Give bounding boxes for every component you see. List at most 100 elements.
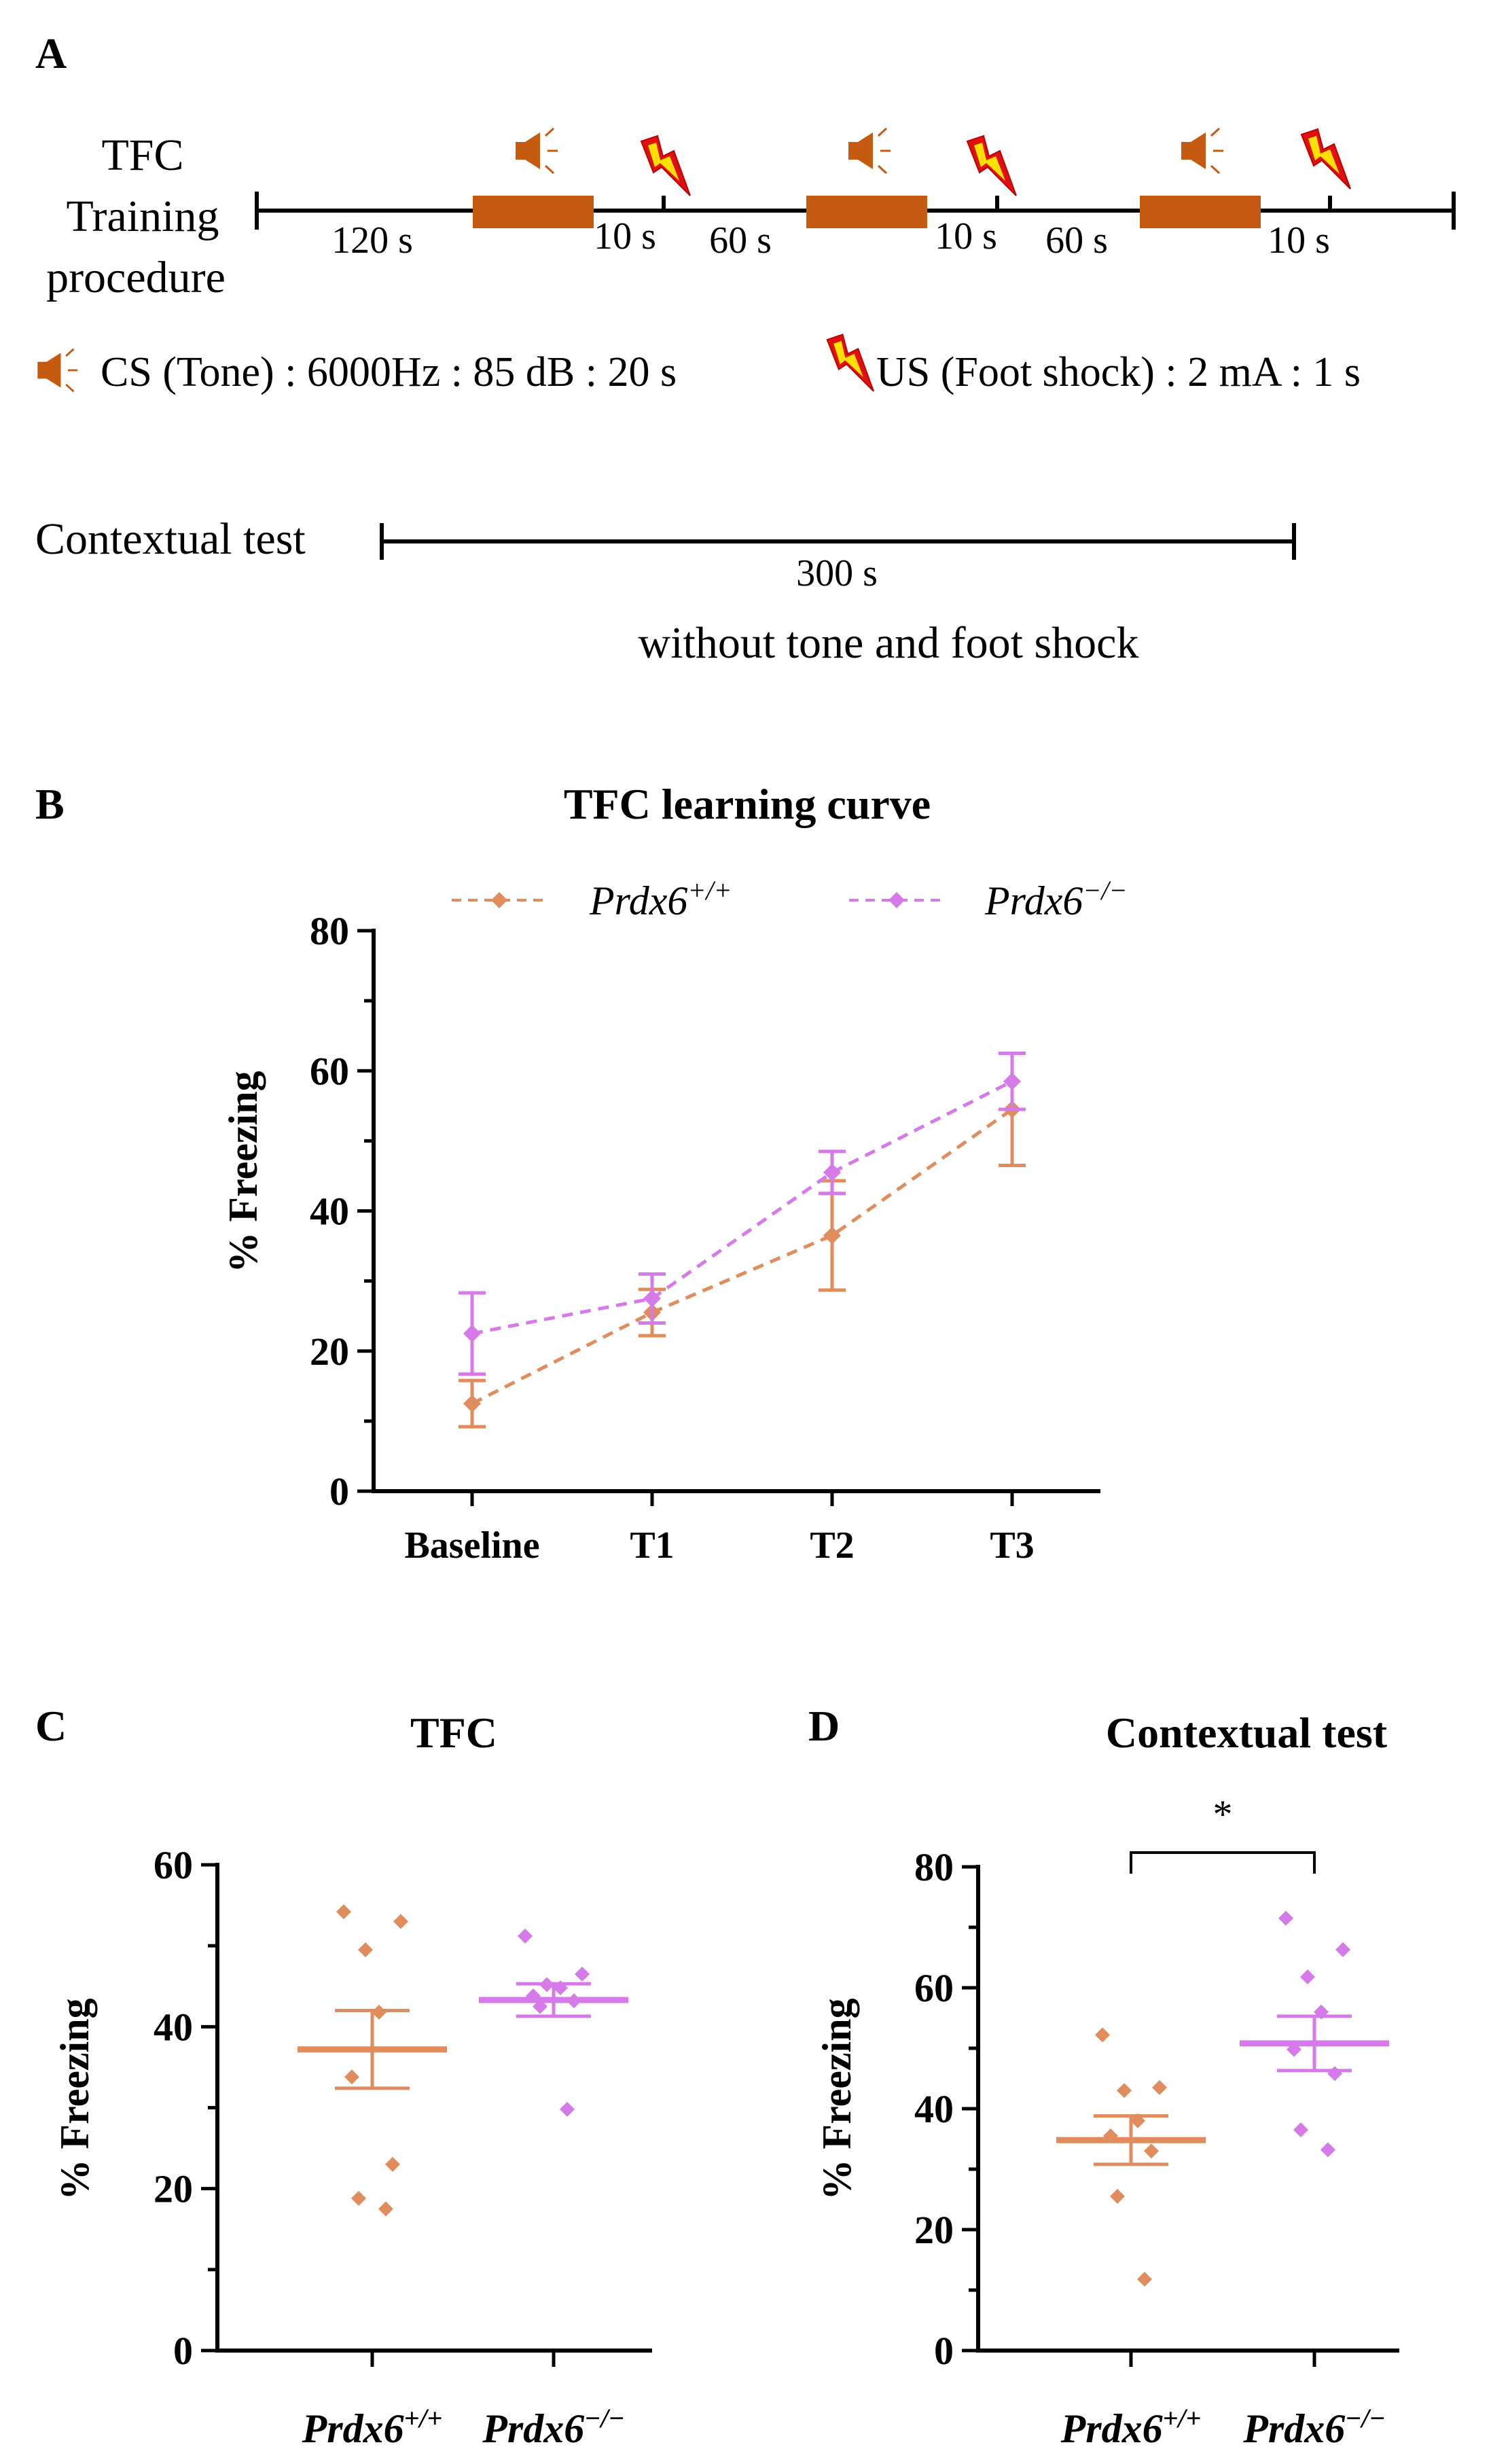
- y-tick-label-b: 40: [310, 1190, 349, 1234]
- y-axis-label-c: % Freezing: [52, 1998, 97, 2200]
- data-point-ko: [1321, 2142, 1335, 2158]
- legend-label-ko-name: Prdx6: [984, 878, 1083, 923]
- x-tick-label-d-ko-sup: −/−: [1345, 2403, 1386, 2433]
- series-line-ko: [471, 1079, 1013, 1336]
- panel-letter-d: D: [808, 1702, 840, 1750]
- x-tick-label-d-wt-sup: +/+: [1163, 2403, 1202, 2433]
- contextual-test-label: Contextual test: [35, 514, 306, 564]
- x-tick-label-d-ko-name: Prdx6: [1242, 2406, 1345, 2451]
- chart-title-b: TFC learning curve: [564, 780, 931, 828]
- data-point-ko: [518, 1928, 533, 1944]
- data-point-wt: [1095, 2027, 1110, 2043]
- data-point-ko: [643, 1289, 661, 1308]
- data-point-ko: [1335, 1942, 1350, 1957]
- y-tick-label-c: 60: [154, 1843, 193, 1887]
- legend-label-ko-sup: −/−: [1083, 875, 1127, 906]
- y-tick-label-c: 0: [173, 2329, 193, 2373]
- x-tick-label-b: Baseline: [404, 1524, 539, 1567]
- data-point-ko: [1003, 1072, 1021, 1090]
- segment-label: 10 s: [935, 215, 997, 257]
- panel-c: C TFC % Freezing Prdx6+/+ Prdx6−/− 02040…: [35, 1702, 652, 2451]
- significance-marker: *: [1213, 1792, 1233, 1836]
- data-point-ko: [560, 2101, 575, 2117]
- data-point-wt: [823, 1226, 841, 1245]
- segment-label: 60 s: [1045, 219, 1108, 262]
- lightning-bolt-icon: [826, 334, 875, 392]
- legend-marker-ko: [888, 892, 905, 908]
- segment-label: 10 s: [594, 215, 656, 257]
- tone-block-1: [473, 196, 594, 228]
- plot-area-d: 0 20 40 60 80 *: [914, 1792, 1399, 2373]
- x-tick-label-d-wt-name: Prdx6: [1060, 2406, 1163, 2451]
- segment-label: 10 s: [1268, 219, 1330, 262]
- procedure-label-line1: TFC: [101, 130, 183, 180]
- data-point-wt: [344, 2069, 359, 2085]
- data-point-wt: [1117, 2083, 1132, 2099]
- y-tick-label-b: 0: [329, 1469, 349, 1514]
- legend-label-wt-sup: +/+: [687, 875, 732, 906]
- plot-area-c: 0 20 40 60: [154, 1843, 652, 2373]
- x-tick-label-c-wt: Prdx6+/+: [302, 2403, 443, 2451]
- legend-us-text: US (Foot shock) : 2 mA : 1 s: [876, 349, 1361, 395]
- plot-area-b: 0 20 40 60 80 Baseline T1 T2 T3: [310, 909, 1100, 1567]
- legend-label-wt-name: Prdx6: [589, 878, 687, 923]
- legend-label-wt: Prdx6+/+: [589, 875, 732, 923]
- x-tick-label-b: T3: [990, 1524, 1034, 1567]
- y-axis-label-d: % Freezing: [814, 1998, 859, 2200]
- chart-title-c: TFC: [410, 1709, 497, 1757]
- y-tick-label-d: 40: [914, 2087, 954, 2131]
- tone-block-2: [806, 196, 927, 228]
- panel-letter-b: B: [35, 780, 65, 828]
- y-tick-label-b: 80: [310, 909, 349, 953]
- data-point-ko: [1278, 1910, 1293, 1926]
- x-tick-label-c-wt-name: Prdx6: [302, 2406, 404, 2451]
- y-tick-label-d: 0: [934, 2329, 954, 2373]
- x-tick-label-d-wt: Prdx6+/+: [1060, 2403, 1202, 2451]
- data-point-ko: [1300, 1969, 1315, 1984]
- procedure-label-line2: Training: [67, 192, 219, 241]
- data-point-ko: [575, 1966, 590, 1982]
- x-tick-label-d-ko: Prdx6−/−: [1242, 2403, 1386, 2451]
- data-point-wt: [393, 1914, 408, 1929]
- data-point-wt: [385, 2156, 400, 2172]
- speaker-icon: [1180, 127, 1225, 175]
- chart-title-d: Contextual test: [1106, 1709, 1388, 1757]
- data-point-wt: [1110, 2189, 1125, 2204]
- data-point-wt: [351, 2190, 366, 2206]
- speaker-icon: [36, 348, 79, 393]
- panel-a: A TFC Training procedure 120 s 10 s 60 s…: [35, 29, 1456, 668]
- y-tick-label-d: 80: [914, 1845, 954, 1889]
- significance-bracket: [1130, 1851, 1316, 1874]
- y-tick-label-b: 20: [310, 1329, 349, 1374]
- x-tick-label-c-ko-sup: −/−: [584, 2403, 625, 2433]
- data-point-ko: [823, 1163, 841, 1181]
- data-point-wt: [463, 1395, 481, 1413]
- data-point-ko: [463, 1324, 481, 1342]
- segment-label: 120 s: [331, 219, 413, 262]
- speaker-icon: [514, 127, 559, 175]
- legend-marker-wt: [491, 892, 507, 908]
- data-point-wt: [358, 1942, 373, 1958]
- legend-cs-text: CS (Tone) : 6000Hz : 85 dB : 20 s: [101, 349, 677, 395]
- data-point-wt: [378, 2201, 393, 2217]
- panel-letter-a: A: [35, 29, 67, 77]
- x-tick-label-c-ko: Prdx6−/−: [482, 2403, 625, 2451]
- x-tick-label-c-wt-sup: +/+: [404, 2403, 443, 2433]
- panel-d: D Contextual test % Freezing Prdx6+/+ Pr…: [808, 1702, 1399, 2451]
- segment-label: 60 s: [709, 219, 772, 262]
- x-tick-label-c-ko-name: Prdx6: [482, 2406, 584, 2451]
- lightning-bolt-icon: [1301, 128, 1351, 190]
- lightning-bolt-icon: [641, 135, 691, 196]
- legend-label-ko: Prdx6−/−: [984, 875, 1128, 923]
- y-tick-label-d: 60: [914, 1966, 954, 2010]
- panel-b: B TFC learning curve Prdx6+/+ Prdx6−/− %…: [35, 780, 1128, 1567]
- lightning-bolt-icon: [967, 135, 1017, 196]
- y-tick-label-d: 20: [914, 2208, 954, 2252]
- series-line-wt: [471, 1107, 1013, 1406]
- data-point-wt: [336, 1904, 351, 1920]
- y-tick-label-c: 40: [154, 2005, 193, 2049]
- panel-letter-c: C: [35, 1702, 67, 1750]
- x-tick-label-b: T1: [630, 1524, 674, 1567]
- y-tick-label-c: 20: [154, 2167, 193, 2211]
